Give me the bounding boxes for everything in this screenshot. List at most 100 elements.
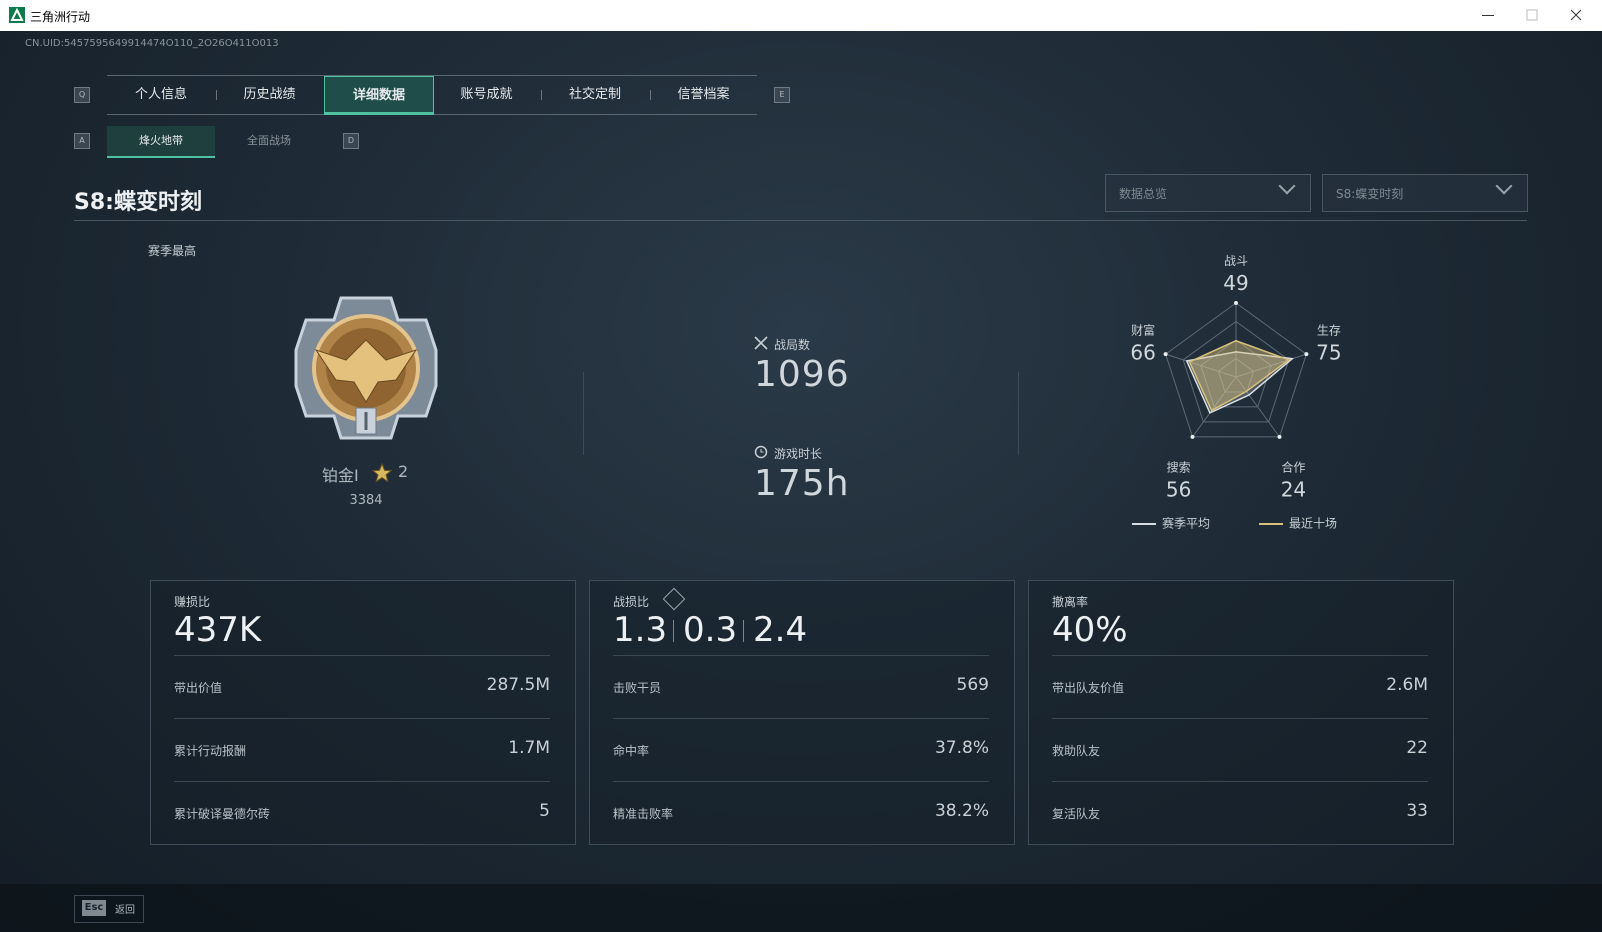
radar-axis-value: 24: [1281, 478, 1306, 502]
rank-heading: 赛季最高: [148, 244, 197, 258]
tab-key[interactable]: E: [774, 87, 790, 103]
card-value: 0.3: [683, 610, 738, 650]
radar-ring: [1182, 320, 1290, 423]
radar-spoke: [1192, 376, 1237, 438]
card-value: 2.4: [753, 610, 808, 650]
radar-vertex: [1163, 352, 1168, 357]
tab-line: [107, 75, 757, 76]
card-title: 撤离率: [1052, 595, 1089, 609]
radar-axis-label: 财富: [1131, 322, 1155, 337]
row-label: 带出队友价值: [1052, 681, 1125, 695]
tab[interactable]: 信誉档案: [677, 87, 730, 102]
legend-label: 最近十场: [1289, 517, 1337, 531]
radar-ring: [1200, 339, 1272, 408]
esc-key: Esc: [82, 900, 106, 916]
filter-dropdown[interactable]: [1322, 174, 1528, 212]
radar-spoke: [1235, 353, 1307, 378]
season-title: S8:蝶变时刻: [74, 190, 202, 215]
filter-label: 数据总览: [1119, 187, 1168, 201]
tab-separator: [541, 90, 542, 100]
stat-card: [1028, 580, 1454, 845]
tab[interactable]: 账号成就: [460, 87, 513, 102]
divider: [583, 372, 584, 455]
filter-dropdown[interactable]: [1105, 174, 1311, 212]
row-value: 1.7M: [508, 738, 550, 758]
radar-ring: [1165, 302, 1307, 438]
tab[interactable]: 历史战绩: [243, 87, 296, 102]
uid: CN.UID:5457595649914474O110_2O26O411O013: [25, 38, 279, 49]
card-value: 1.3: [613, 610, 668, 650]
radar-axis-value: 66: [1130, 340, 1155, 364]
radar-axis-label: 战斗: [1224, 254, 1248, 268]
subtab-key[interactable]: D: [343, 133, 359, 149]
subtab[interactable]: 全面战场: [247, 134, 291, 147]
row-value: 5: [539, 801, 550, 821]
star-icon: [372, 463, 392, 483]
card-separator: [1052, 655, 1428, 656]
footer-bar: [0, 884, 1602, 932]
row-label: 命中率: [613, 744, 650, 758]
card-value: 437K: [174, 610, 262, 650]
rank-name: 铂金Ⅰ: [322, 466, 359, 485]
window-controls[interactable]: [1470, 0, 1602, 31]
radar-vertex: [1304, 352, 1309, 357]
tab[interactable]: 社交定制: [568, 87, 621, 102]
row-label: 精准击败率: [613, 807, 674, 821]
value-separator: [743, 620, 744, 642]
title-bar: 三角洲行动: [0, 0, 1602, 31]
row-label: 复活队友: [1052, 807, 1101, 821]
summary-label: 游戏时长: [774, 447, 823, 461]
rank-stars: 2: [398, 462, 409, 481]
tab[interactable]: 个人信息: [134, 87, 187, 102]
radar-axis-label: 生存: [1317, 323, 1341, 337]
summary-value: 175h: [754, 463, 850, 504]
row-separator: [613, 781, 989, 782]
stat-card: [150, 580, 576, 845]
row-value: 22: [1406, 738, 1428, 758]
radar-series: [1188, 339, 1291, 412]
row-value: 569: [956, 675, 989, 695]
row-label: 击败干员: [613, 681, 662, 695]
card-title: 赚损比: [174, 595, 211, 609]
filter-label: S8:蝶变时刻: [1336, 187, 1404, 201]
row-value: 287.5M: [486, 675, 550, 695]
back-button[interactable]: [74, 895, 144, 923]
tab-separator: [215, 90, 217, 100]
radar-axis-label: 合作: [1281, 460, 1305, 475]
radar-ring: [1217, 357, 1255, 393]
row-label: 救助队友: [1052, 744, 1101, 758]
app-icon: [9, 7, 25, 23]
card-separator: [613, 655, 989, 656]
row-value: 37.8%: [934, 738, 989, 758]
row-separator: [613, 718, 989, 719]
card-separator: [174, 655, 550, 656]
summary-value: 1096: [754, 354, 850, 395]
row-separator: [174, 718, 550, 719]
row-label: 累计破译曼德尔砖: [174, 807, 271, 821]
radar-spoke: [1165, 353, 1237, 378]
value-separator: [673, 620, 674, 642]
back-label: 返回: [115, 905, 135, 916]
radar-vertex: [1190, 434, 1195, 439]
radar-spoke: [1235, 376, 1280, 438]
row-value: 33: [1406, 801, 1428, 821]
subtab[interactable]: 烽火地带: [107, 126, 215, 158]
legend-label: 赛季平均: [1162, 516, 1210, 531]
row-value: 38.2%: [934, 801, 989, 821]
row-label: 累计行动报酬: [174, 744, 247, 758]
time-icon: [754, 445, 768, 459]
window-title: 三角洲行动: [30, 10, 91, 24]
card-title: 战损比: [613, 595, 650, 609]
radar-chart: 战斗 49 生存 75 合作 24 搜索 56 财富 66 赛季平均 最近十场: [1130, 254, 1341, 531]
row-separator: [174, 781, 550, 782]
row-value: 2.6M: [1386, 675, 1428, 695]
divider: [74, 220, 1527, 221]
tab-key[interactable]: Q: [74, 87, 90, 103]
tab[interactable]: 详细数据: [324, 76, 434, 115]
stat-card: [589, 580, 1015, 845]
subtab-key[interactable]: A: [74, 133, 90, 149]
row-separator: [1052, 718, 1428, 719]
battle-icon: [754, 336, 768, 350]
row-label: 带出价值: [174, 681, 223, 695]
